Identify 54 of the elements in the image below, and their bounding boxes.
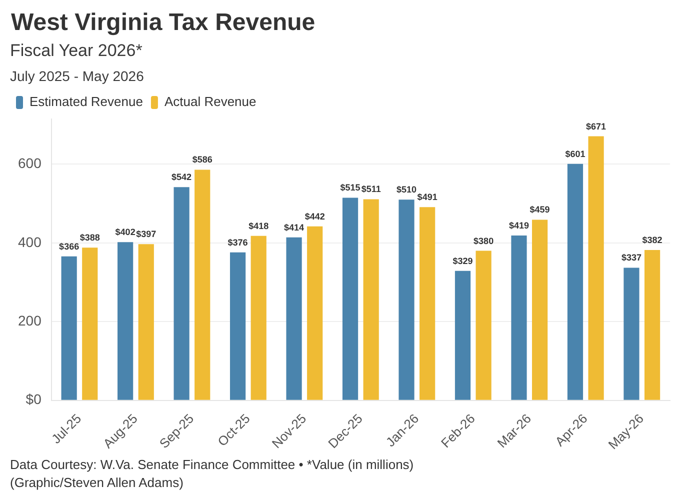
bar [644,250,660,400]
chart-title: West Virginia Tax Revenue [10,8,316,38]
y-tick-label: 400 [18,234,42,250]
bar [363,199,379,400]
data-label: $382 [642,235,662,246]
bar [511,235,527,400]
bar [174,187,190,400]
data-label: $601 [565,148,586,159]
y-tick-label: $0 [26,391,42,408]
text: Data Courtesy: W.Va. Senate Finance Committee • *Value (in millions) [9,456,415,474]
data-label: $459 [530,204,550,215]
bar [476,250,492,400]
data-label: $397 [136,229,156,240]
data-label: $414 [284,222,304,232]
bar [250,236,266,400]
bar [138,244,154,400]
bar [624,268,640,400]
data-label: $542 [172,172,192,182]
bar [420,207,436,400]
data-label: $419 [508,220,530,230]
text: (Graphic/Steven Allen Adams) [9,474,184,492]
bar [82,248,98,400]
data-label: $388 [80,232,100,243]
bar [61,256,77,400]
bar [118,242,134,400]
bar [532,220,548,400]
bar [398,200,414,400]
data-label: $366 [59,241,80,252]
bar [230,252,246,400]
data-label: $380 [474,236,494,246]
data-label: $510 [396,184,417,195]
legend-label: Actual Revenue [164,94,256,110]
bar [286,237,302,400]
bar [307,226,323,400]
data-label: $586 [192,154,212,165]
y-tick-label: 200 [18,312,42,328]
data-label: $442 [304,211,325,222]
data-label: $491 [417,192,438,202]
bar [588,136,604,400]
data-label: $329 [452,256,473,266]
bar [342,198,358,400]
data-label: $402 [115,227,136,238]
data-label: $337 [621,252,642,263]
y-tick-label: 600 [18,155,42,172]
bar [194,170,210,400]
data-label: $418 [248,220,269,231]
bar [567,164,584,400]
data-label: $376 [228,237,248,248]
bar [454,270,471,400]
data-label: $511 [361,184,381,194]
chart-subtitle: Fiscal Year 2026* July 2025 - May 2026 [9,40,145,86]
legend-label: Estimated Revenue [30,94,143,110]
data-label: $515 [340,182,360,193]
data-label: $671 [586,121,606,132]
